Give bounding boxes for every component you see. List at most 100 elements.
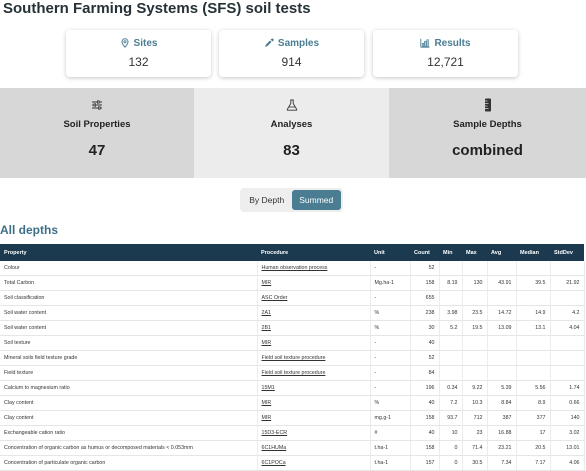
property-cell: Exchangeable cation ratio	[0, 425, 258, 441]
value-cell: 39.5	[516, 275, 551, 292]
procedure-link[interactable]: 2B1	[257, 320, 371, 337]
table-row: Exchangeable cation ratio 15D3-ECR #40 10 23…	[0, 425, 585, 441]
soil-properties-panel[interactable]: Soil Properties 47	[0, 88, 194, 178]
value-cell: 84	[410, 365, 440, 381]
sites-value: 132	[128, 55, 149, 69]
unit-cell: -	[370, 350, 411, 367]
value-cell	[439, 365, 463, 381]
sites-card[interactable]: Sites 132	[66, 30, 211, 77]
soil-properties-label: Soil Properties	[63, 119, 131, 130]
procedure-link[interactable]: 2A1	[257, 305, 371, 322]
value-cell: 23	[462, 425, 488, 441]
value-cell	[462, 290, 488, 307]
value-cell: 158	[410, 410, 440, 426]
unit-cell: -	[370, 335, 411, 352]
results-value: 12,721	[427, 55, 464, 69]
col-header[interactable]: Median	[516, 244, 550, 261]
property-cell: Colour	[0, 261, 258, 277]
property-cell: Clay content	[0, 395, 258, 411]
value-cell: 14.72	[487, 305, 517, 322]
value-cell	[516, 261, 551, 277]
value-cell: 17	[516, 425, 551, 441]
col-header[interactable]: Min	[439, 244, 462, 261]
value-cell: 8.19	[439, 275, 463, 292]
unit-cell: #	[370, 425, 411, 441]
col-header[interactable]: Procedure	[257, 244, 370, 261]
value-cell	[462, 365, 488, 381]
table-row: Total Carbon MIR Mg.ha-1 158 8.19 130 43.91 39.…	[0, 275, 585, 292]
analyses-value: 83	[283, 142, 300, 159]
value-cell: 4.06	[550, 455, 585, 471]
value-cell: 130	[462, 275, 488, 292]
procedure-link[interactable]: MIR	[257, 335, 371, 352]
unit-cell: t.ha-1	[370, 440, 411, 456]
table-row: Clay content MIR mg.g-1 158 93.7 712 387 377 140	[0, 410, 585, 426]
procedure-link[interactable]: 15D3-ECR	[257, 425, 371, 441]
value-cell: 93.7	[439, 410, 463, 426]
value-cell: 40	[410, 425, 440, 441]
summed-button[interactable]: Summed	[291, 190, 341, 210]
value-cell: 30	[410, 320, 440, 337]
page-title: Southern Farming Systems (SFS) soil test…	[3, 0, 311, 17]
analyses-panel[interactable]: Analyses 83	[194, 88, 389, 178]
value-cell	[487, 335, 517, 352]
by-depth-button[interactable]: By Depth	[249, 195, 285, 205]
procedure-link[interactable]: Field soil texture procedure	[257, 365, 371, 381]
value-cell: 377	[516, 410, 551, 426]
property-cell: Soil water content	[0, 320, 258, 337]
results-table: Property Procedure Unit Count Min Max Av…	[0, 244, 585, 471]
table-header-row: Property Procedure Unit Count Min Max Av…	[0, 244, 584, 261]
unit-cell: t.ha-1	[370, 455, 411, 471]
analyses-label: Analyses	[270, 119, 313, 130]
value-cell: 14.9	[516, 305, 551, 322]
procedure-link[interactable]: MIR	[257, 275, 371, 292]
samples-card[interactable]: Samples 914	[219, 30, 364, 77]
value-cell	[550, 335, 585, 352]
procedure-link[interactable]: 6C1HUMa	[257, 440, 371, 456]
value-cell	[516, 290, 551, 307]
value-cell: 8.9	[516, 395, 551, 411]
sample-depths-panel[interactable]: Sample Depths combined	[389, 88, 586, 178]
table-row: Calcium to magnesium ratio 15M1-196 0.34 9.…	[0, 380, 585, 396]
table-row: Soil texture MIR -40	[0, 335, 585, 352]
results-card[interactable]: Results 12,721	[373, 30, 518, 77]
procedure-link[interactable]: Human observation process	[257, 261, 371, 277]
unit-cell: %	[370, 395, 411, 411]
section-title: All depths	[0, 223, 59, 237]
col-header[interactable]: Unit	[370, 244, 410, 261]
col-header[interactable]: Max	[462, 244, 487, 261]
value-cell	[439, 261, 463, 277]
value-cell	[550, 290, 585, 307]
value-cell: 10.3	[462, 395, 488, 411]
results-label: Results	[434, 37, 471, 49]
value-cell: 140	[550, 410, 585, 426]
table-row: Soil water content 2B1% 30 5.2 19.5 13.09 13.1…	[0, 320, 585, 337]
value-cell	[439, 335, 463, 352]
unit-cell: -	[370, 380, 411, 396]
col-header[interactable]: StdDev	[550, 244, 584, 261]
unit-cell: %	[370, 320, 411, 337]
value-cell: 8.84	[487, 395, 517, 411]
property-cell: Clay content	[0, 410, 258, 426]
col-header[interactable]: Count	[410, 244, 439, 261]
procedure-link[interactable]: MIR	[257, 410, 371, 426]
value-cell: 1.74	[550, 380, 585, 396]
procedure-link[interactable]: MIR	[257, 395, 371, 411]
property-cell: Concentration of organic carbon as humus…	[0, 440, 258, 456]
table-row: Concentration of particulate organic car…	[0, 455, 585, 471]
property-cell: Soil water content	[0, 305, 258, 322]
depth-gauge-icon	[484, 98, 491, 112]
procedure-link[interactable]: ASC Order	[257, 290, 371, 307]
col-header[interactable]: Avg	[487, 244, 516, 261]
procedure-link[interactable]: Field soil texture procedure	[257, 350, 371, 367]
value-cell: 23.21	[487, 440, 517, 456]
pipette-icon	[264, 38, 274, 47]
procedure-link[interactable]: 6C1POCa	[257, 455, 371, 471]
value-cell: 21.92	[550, 275, 585, 292]
value-cell	[462, 335, 488, 352]
procedure-link[interactable]: 15M1	[257, 380, 371, 396]
col-header[interactable]: Property	[0, 244, 257, 261]
value-cell: 655	[410, 290, 440, 307]
value-cell: 23.5	[462, 305, 488, 322]
unit-cell: mg.g-1	[370, 410, 411, 426]
